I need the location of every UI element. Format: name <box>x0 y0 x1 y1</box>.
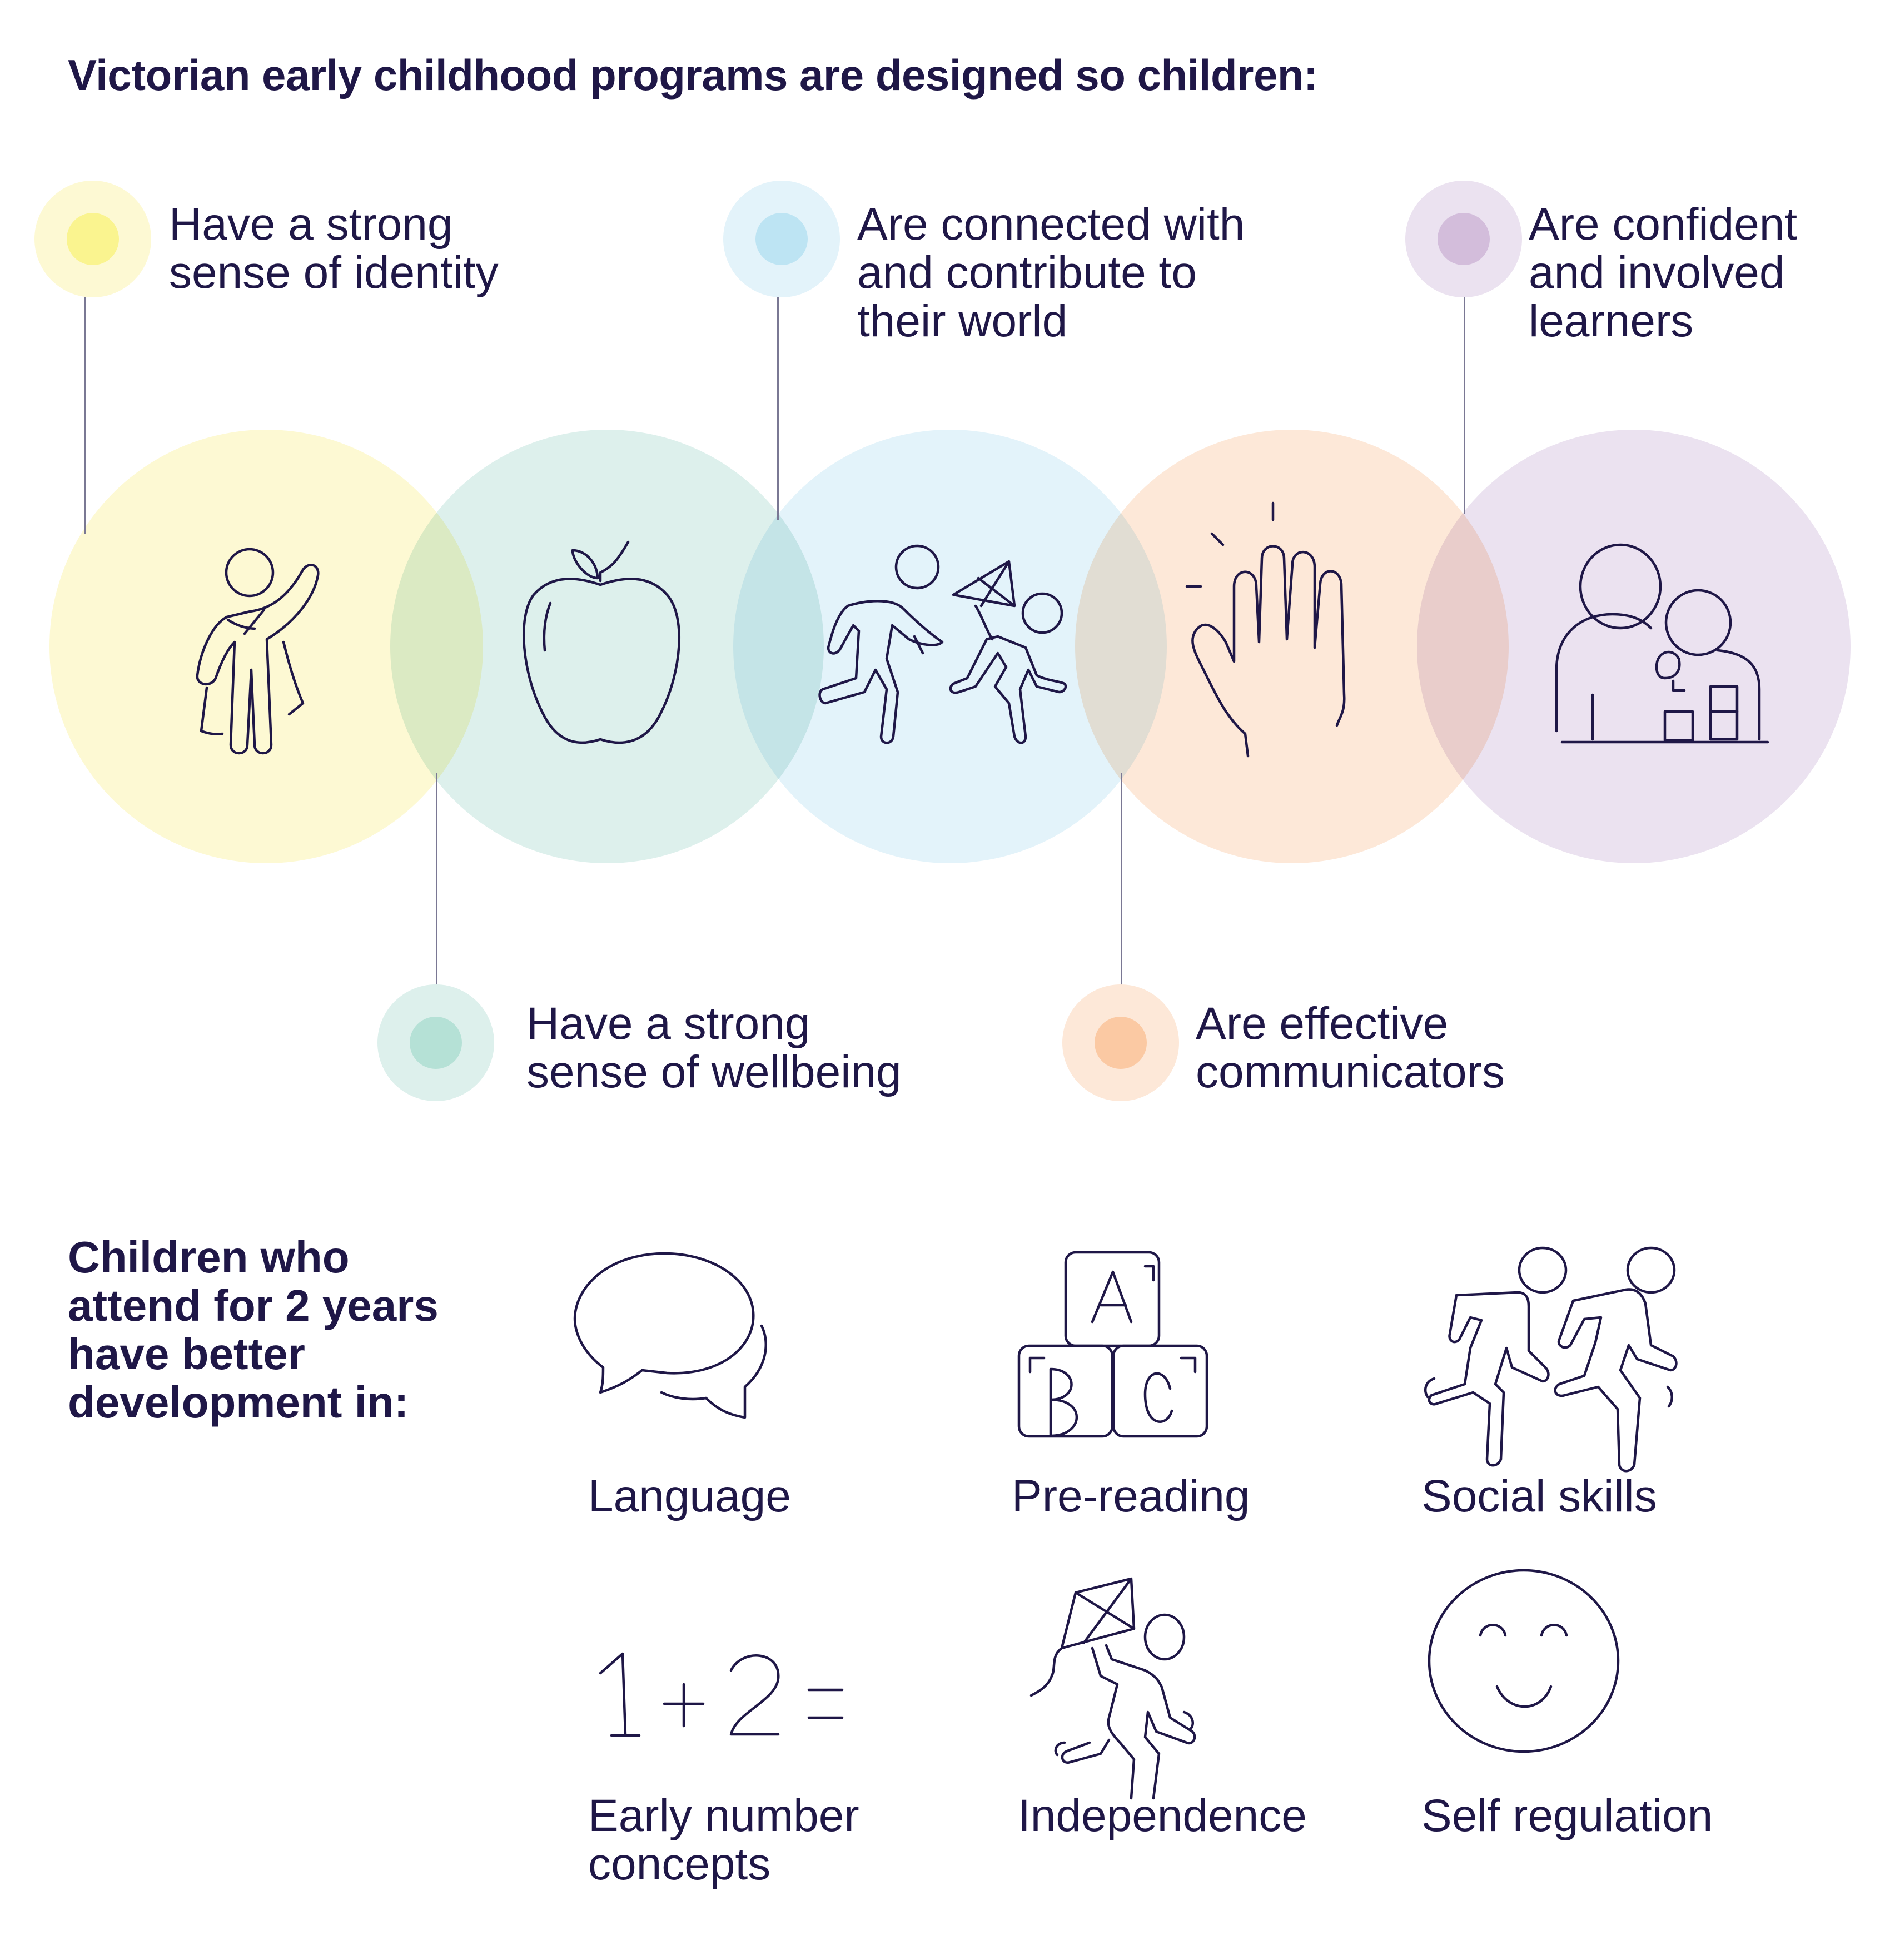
independence-label: Independence <box>1018 1790 1307 1841</box>
label-communicators: Are effective communicators <box>1196 998 1505 1097</box>
pre-reading-label: Pre-reading <box>1012 1471 1250 1521</box>
child-with-kite-icon <box>1028 1576 1201 1800</box>
self-regulation-label: Self regulation <box>1421 1790 1713 1841</box>
label-wellbeing: Have a strong sense of wellbeing <box>526 998 902 1097</box>
language-label: Language <box>588 1471 791 1521</box>
superhero-child-icon <box>195 542 334 755</box>
marker-dot <box>410 1017 462 1069</box>
page-title: Victorian early childhood programs are d… <box>68 51 1318 100</box>
connector-communicators <box>1121 773 1122 987</box>
apple-icon <box>520 539 687 750</box>
children-playing-kite-icon <box>814 542 1070 748</box>
early-number-label: Early number concepts <box>588 1790 859 1889</box>
label-identity: Have a strong sense of identity <box>169 199 499 298</box>
marker-dot <box>1438 213 1490 265</box>
connector-wellbeing <box>436 773 437 987</box>
speech-bubbles-icon <box>573 1251 784 1440</box>
development-heading: Children who attend for 2 years have bet… <box>68 1232 439 1427</box>
label-learners: Are confident and involved learners <box>1529 199 1798 346</box>
marker-dot <box>755 213 808 265</box>
abc-blocks-icon <box>1017 1250 1209 1439</box>
math-equation-icon <box>598 1651 844 1740</box>
marker-wellbeing <box>377 984 494 1101</box>
marker-connected <box>723 181 840 297</box>
social-skills-label: Social skills <box>1421 1471 1657 1521</box>
label-connected: Are connected with and contribute to the… <box>857 199 1245 346</box>
connector-connected <box>777 297 779 520</box>
parent-child-blocks-icon <box>1540 543 1773 745</box>
connector-identity <box>84 297 86 534</box>
marker-dot <box>1095 1017 1147 1069</box>
marker-dot <box>67 213 119 265</box>
connector-learners <box>1464 297 1465 514</box>
children-running-icon <box>1417 1246 1684 1473</box>
marker-learners <box>1405 181 1522 297</box>
marker-identity <box>34 181 151 297</box>
waving-hand-icon <box>1181 500 1404 758</box>
marker-communicators <box>1062 984 1179 1101</box>
circle-learners <box>1417 430 1851 863</box>
smiley-face-icon <box>1428 1569 1620 1753</box>
